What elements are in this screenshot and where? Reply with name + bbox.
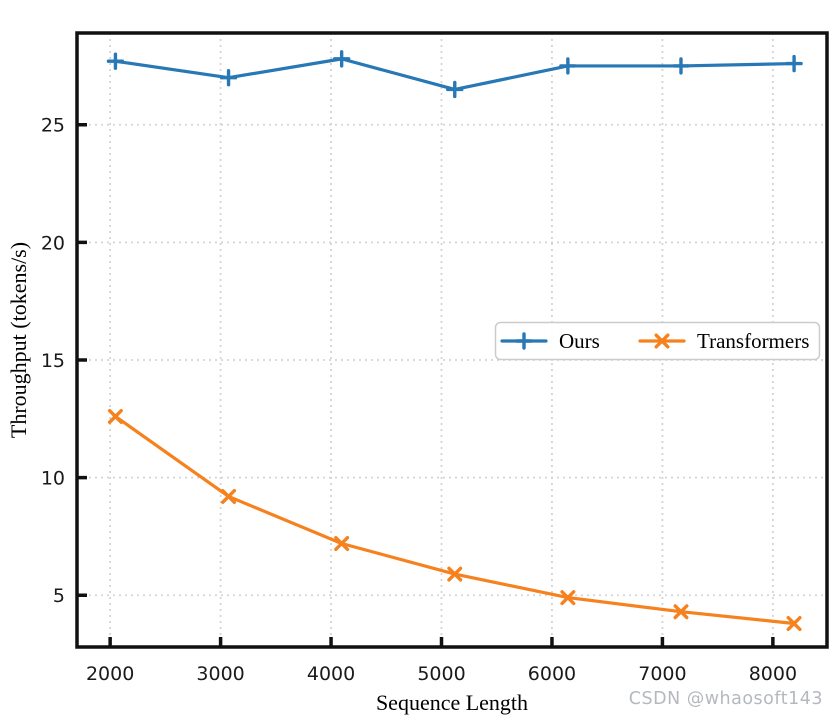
y-axis-label: Throughput (tokens/s) xyxy=(6,242,31,438)
legend-marker-ours xyxy=(515,332,533,350)
x-tick-label: 8000 xyxy=(749,663,797,685)
tick-layer: 2000 3000 4000 5000 6000 7000 8000 5 10 15 20 25 xyxy=(41,115,797,685)
marker-transformers xyxy=(560,590,576,606)
legend-label-transformers: Transformers xyxy=(697,329,809,353)
legend-label-ours: Ours xyxy=(559,329,600,353)
marker-ours xyxy=(219,68,238,87)
x-tick-label: 3000 xyxy=(196,663,244,685)
marker-transformers xyxy=(673,604,689,620)
y-tick-label: 20 xyxy=(41,232,65,254)
series-layer xyxy=(106,50,803,631)
legend-handle-transformers xyxy=(638,333,686,349)
y-tick-label: 25 xyxy=(41,115,65,137)
marker-ours xyxy=(106,52,125,70)
x-tick-label: 7000 xyxy=(638,663,686,685)
watermark: CSDN @whaosoft143 xyxy=(629,689,823,709)
x-tick-label: 4000 xyxy=(307,663,355,685)
plot-border xyxy=(75,31,829,649)
x-tick-label: 2000 xyxy=(86,663,134,685)
marker-transformers xyxy=(221,488,237,504)
marker-ours xyxy=(672,57,690,75)
y-tick-label: 10 xyxy=(41,468,65,490)
series-line-transformers xyxy=(113,414,796,626)
x-tick-label: 6000 xyxy=(528,663,576,685)
marker-transformers xyxy=(447,566,463,582)
legend-marker-transformers xyxy=(654,333,670,349)
marker-ours xyxy=(332,50,351,68)
marker-ours xyxy=(559,57,577,75)
x-axis-label: Sequence Length xyxy=(376,690,528,715)
x-tick-label: 5000 xyxy=(417,663,465,685)
y-tick-label: 5 xyxy=(53,585,65,607)
y-tick-label: 15 xyxy=(41,350,65,372)
legend: Ours Transformers xyxy=(494,321,821,361)
legend-handle-ours xyxy=(500,332,548,350)
marker-transformers xyxy=(107,408,123,424)
marker-transformers xyxy=(334,535,350,551)
marker-ours xyxy=(785,54,803,73)
marker-transformers xyxy=(786,615,802,631)
marker-ours xyxy=(446,80,464,99)
